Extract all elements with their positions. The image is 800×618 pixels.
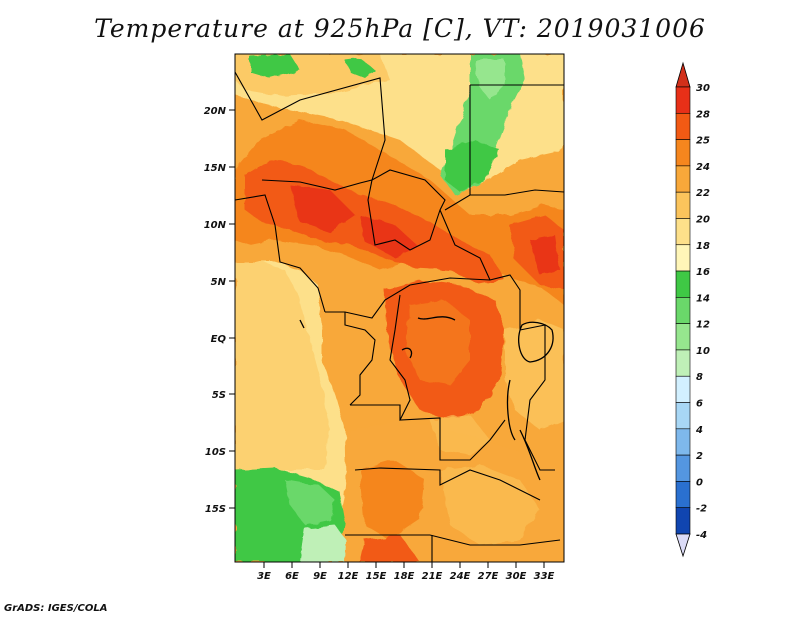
colorbar-swatch — [675, 86, 691, 114]
colorbar-swatch — [675, 191, 691, 219]
colorbar-swatch — [675, 112, 691, 140]
y-tick-label: EQ — [211, 334, 227, 345]
colorbar-swatch — [675, 297, 691, 324]
colorbar-level-label: 28 — [696, 109, 710, 120]
y-tick-label: 15S — [205, 504, 226, 515]
colorbar-swatch — [675, 481, 691, 509]
colorbar-swatch — [675, 323, 691, 351]
colorbar-swatch — [675, 454, 691, 482]
colorbar-level-label: 2 — [696, 451, 703, 462]
colorbar-level-label: 30 — [696, 83, 710, 94]
map-frame — [234, 53, 565, 563]
colorbar-level-label: 10 — [696, 346, 710, 357]
lakes — [299, 316, 554, 481]
colorbar-swatch — [675, 165, 691, 193]
colorbar-swatch — [675, 218, 691, 246]
colorbar-level-label: -4 — [696, 530, 707, 541]
y-axis — [229, 109, 235, 509]
colorbar-level-label: 20 — [696, 214, 710, 225]
y-tick-label: 5S — [212, 390, 226, 401]
colorbar-level-label: -2 — [696, 504, 707, 515]
colorbar-swatch — [675, 270, 691, 298]
colorbar-swatch — [675, 402, 691, 430]
colorbar-level-label: 12 — [696, 320, 710, 331]
colorbar-level-label: 4 — [695, 425, 703, 436]
x-tick-label: 9E — [313, 571, 327, 582]
y-tick-label: 20N — [204, 106, 227, 117]
colorbar-swatch — [675, 507, 691, 535]
x-tick-label: 15E — [366, 571, 387, 582]
x-axis — [263, 562, 545, 568]
colorbar-swatch — [675, 244, 691, 272]
colorbar-level-label: 22 — [696, 188, 710, 199]
colorbar-level-label: 24 — [696, 162, 710, 173]
x-tick-label: 12E — [338, 571, 359, 582]
y-tick-label: 5N — [211, 277, 227, 288]
colorbar-top-arrow — [675, 61, 691, 88]
colorbar-level-label: 8 — [696, 372, 703, 383]
colorbar-level-label: 16 — [696, 267, 710, 278]
colorbar-level-label: 18 — [696, 241, 710, 252]
x-tick-label: 33E — [534, 571, 555, 582]
colorbar-swatch — [675, 139, 691, 167]
x-tick-label: 24E — [450, 571, 471, 582]
x-tick-label: 3E — [257, 571, 271, 582]
colorbar-level-label: 0 — [696, 477, 703, 488]
y-tick-label: 15N — [204, 163, 227, 174]
x-tick-label: 21E — [422, 571, 443, 582]
colorbar-bottom-arrow — [675, 533, 691, 558]
x-tick-label: 6E — [285, 571, 299, 582]
grads-credit: GrADS: IGES/COLA — [4, 603, 108, 614]
colorbar-swatch — [675, 375, 691, 403]
y-tick-label: 10N — [204, 220, 227, 231]
colorbar-swatch — [675, 428, 691, 456]
x-tick-label: 30E — [506, 571, 527, 582]
colorbar-swatch — [675, 349, 691, 377]
colorbar-level-label: 14 — [696, 293, 710, 304]
temperature-field — [235, 54, 564, 562]
colorbar-level-label: 6 — [696, 399, 703, 410]
x-tick-label: 27E — [478, 571, 499, 582]
y-tick-label: 10S — [205, 447, 226, 458]
colorbar-level-label: 25 — [696, 136, 710, 147]
x-tick-label: 18E — [394, 571, 415, 582]
page-title: Temperature at 925hPa [C], VT: 201903100… — [94, 14, 706, 43]
